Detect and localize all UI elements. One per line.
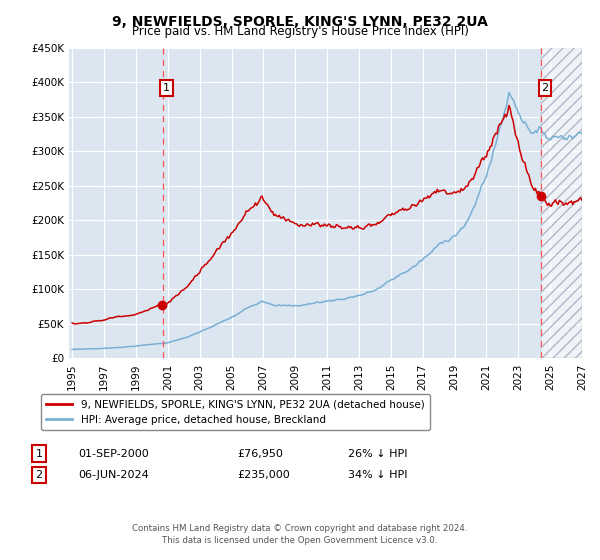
Text: £76,950: £76,950 xyxy=(237,449,283,459)
Legend: 9, NEWFIELDS, SPORLE, KING'S LYNN, PE32 2UA (detached house), HPI: Average price: 9, NEWFIELDS, SPORLE, KING'S LYNN, PE32 … xyxy=(41,394,430,430)
Text: £235,000: £235,000 xyxy=(237,470,290,480)
Text: 26% ↓ HPI: 26% ↓ HPI xyxy=(348,449,407,459)
Text: 34% ↓ HPI: 34% ↓ HPI xyxy=(348,470,407,480)
Text: 01-SEP-2000: 01-SEP-2000 xyxy=(78,449,149,459)
Bar xyxy=(541,48,582,358)
Text: Contains HM Land Registry data © Crown copyright and database right 2024.: Contains HM Land Registry data © Crown c… xyxy=(132,524,468,533)
Text: 1: 1 xyxy=(35,449,43,459)
Text: 06-JUN-2024: 06-JUN-2024 xyxy=(78,470,149,480)
Text: 1: 1 xyxy=(163,83,170,93)
Text: 2: 2 xyxy=(35,470,43,480)
Text: 2: 2 xyxy=(541,83,548,93)
Text: 9, NEWFIELDS, SPORLE, KING'S LYNN, PE32 2UA: 9, NEWFIELDS, SPORLE, KING'S LYNN, PE32 … xyxy=(112,15,488,29)
Bar xyxy=(541,48,582,358)
Text: This data is licensed under the Open Government Licence v3.0.: This data is licensed under the Open Gov… xyxy=(163,536,437,545)
Text: Price paid vs. HM Land Registry's House Price Index (HPI): Price paid vs. HM Land Registry's House … xyxy=(131,25,469,38)
